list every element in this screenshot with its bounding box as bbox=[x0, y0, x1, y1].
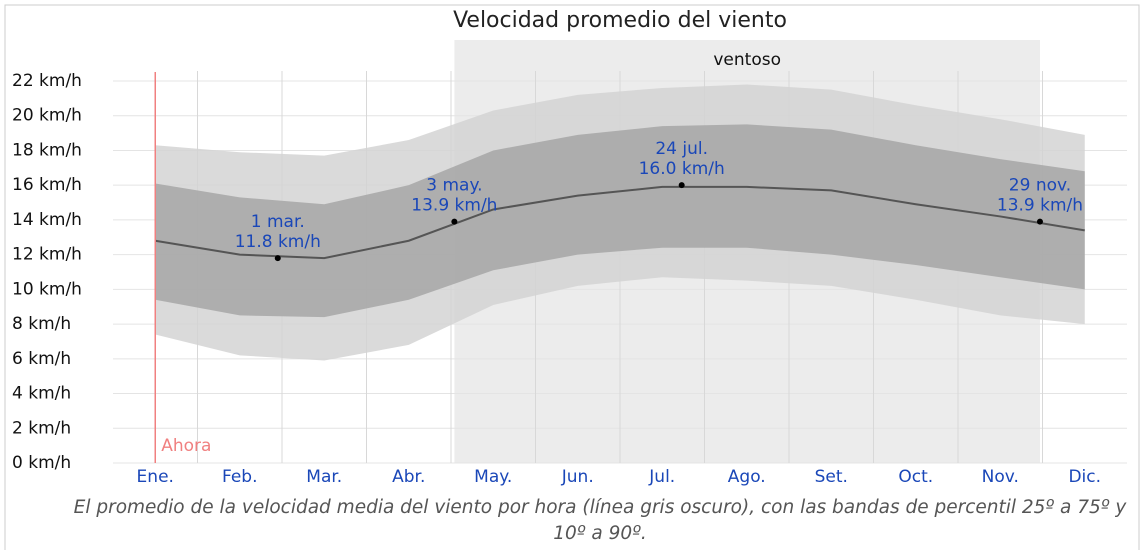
x-tick-label: Jul. bbox=[648, 467, 675, 487]
y-tick-label: 10 km/h bbox=[12, 279, 82, 299]
x-tick-label: Jun. bbox=[561, 467, 594, 487]
now-label: Ahora bbox=[161, 436, 211, 456]
x-tick-label: Ago. bbox=[728, 467, 766, 487]
y-tick-label: 14 km/h bbox=[12, 210, 82, 230]
y-tick-label: 2 km/h bbox=[12, 418, 71, 438]
annotation-value: 11.8 km/h bbox=[235, 232, 321, 252]
inner-band bbox=[155, 124, 1085, 318]
y-tick-label: 20 km/h bbox=[12, 106, 82, 126]
chart-title: Velocidad promedio del viento bbox=[453, 8, 787, 33]
caption: El promedio de la velocidad media del vi… bbox=[73, 497, 1127, 544]
x-tick-label: Nov. bbox=[982, 467, 1019, 487]
x-tick-label: Oct. bbox=[898, 467, 933, 487]
annotation-dot bbox=[678, 182, 685, 189]
y-tick-label: 4 km/h bbox=[12, 384, 71, 404]
annotation-dot bbox=[451, 218, 458, 225]
x-tick-label: Set. bbox=[815, 467, 848, 487]
annotation-date: 1 mar. bbox=[251, 212, 305, 232]
y-tick-label: 16 km/h bbox=[12, 175, 82, 195]
annotation-value: 13.9 km/h bbox=[411, 196, 497, 216]
annotation-value: 16.0 km/h bbox=[639, 159, 725, 179]
annotation-value: 13.9 km/h bbox=[997, 196, 1083, 216]
x-tick-label: Mar. bbox=[306, 467, 342, 487]
x-tick-label: May. bbox=[474, 467, 512, 487]
x-tick-label: Feb. bbox=[222, 467, 258, 487]
x-tick-label: Abr. bbox=[392, 467, 425, 487]
y-tick-label: 0 km/h bbox=[12, 453, 71, 473]
annotation-date: 29 nov. bbox=[1009, 176, 1071, 196]
y-tick-label: 12 km/h bbox=[12, 245, 82, 265]
frame bbox=[4, 4, 1140, 550]
x-tick-label: Ene. bbox=[137, 467, 174, 487]
y-tick-label: 18 km/h bbox=[12, 140, 82, 160]
y-tick-label: 8 km/h bbox=[12, 314, 71, 334]
annotation-date: 24 jul. bbox=[655, 139, 708, 159]
annotation-dot bbox=[274, 255, 281, 262]
region-label: ventoso bbox=[713, 50, 781, 70]
annotation-dot bbox=[1036, 218, 1043, 225]
annotation-date: 3 may. bbox=[426, 176, 482, 196]
mean-line bbox=[155, 185, 1085, 260]
y-tick-label: 6 km/h bbox=[12, 349, 71, 369]
y-tick-label: 22 km/h bbox=[12, 71, 82, 91]
x-tick-label: Dic. bbox=[1068, 467, 1101, 487]
